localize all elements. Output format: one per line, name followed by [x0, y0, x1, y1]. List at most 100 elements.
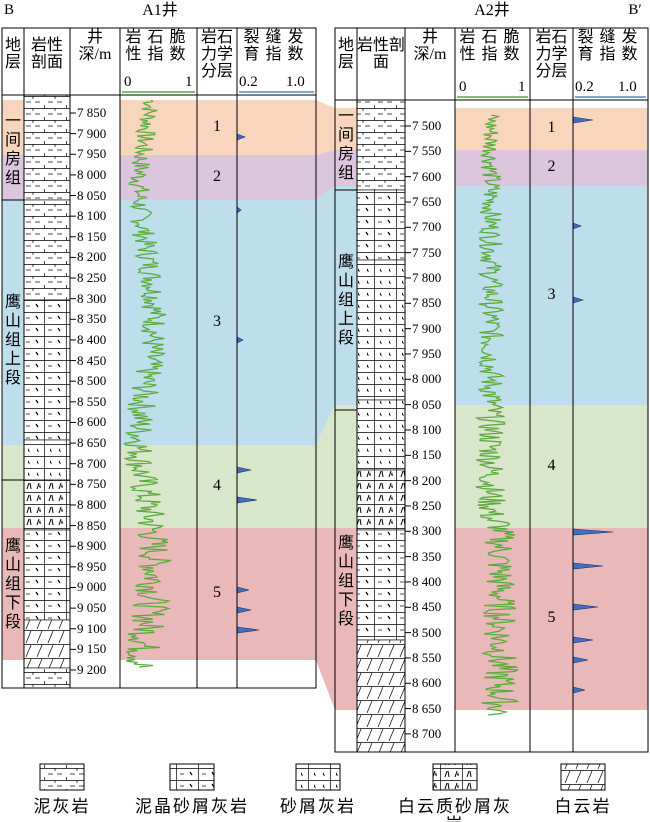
depth-tick-label: 7 950 — [77, 146, 107, 162]
lithology-unit — [356, 99, 406, 191]
mech-zone — [120, 100, 316, 155]
mech-zone — [455, 528, 648, 710]
col-header: 岩石脆性指数 — [459, 29, 526, 63]
well-name: A1井 — [142, 2, 178, 19]
scale-label: 1 — [185, 74, 193, 90]
lithology-unit — [356, 529, 406, 641]
lithology-unit — [23, 94, 71, 201]
mech-zone-strata — [2, 445, 24, 528]
layer-number: 3 — [547, 285, 556, 303]
legend-symbol — [169, 763, 215, 791]
mech-zone-strata — [335, 150, 357, 186]
depth-tick-label: 8 900 — [77, 538, 107, 554]
depth-tick-label: 9 150 — [77, 641, 107, 657]
depth-tick-label: 7 600 — [412, 168, 442, 184]
legend-label: 泥灰岩 — [33, 797, 91, 816]
depth-tick-label: 7 850 — [77, 105, 107, 120]
depth-tick-label: 8 150 — [412, 447, 442, 463]
depth-tick-label: 7 700 — [412, 219, 442, 235]
col-header: 岩性剖面 — [357, 37, 406, 71]
legend-label: 砂屑灰岩 — [280, 797, 356, 816]
layer-number: 1 — [213, 117, 221, 135]
col-header: 岩石力学分层 — [535, 29, 568, 80]
depth-tick-label: 8 000 — [77, 166, 107, 182]
scale-label: 1 — [518, 79, 526, 95]
legend-symbol — [39, 763, 85, 791]
depth-tick-label: 8 650 — [412, 700, 442, 716]
legend-symbol — [432, 763, 478, 791]
mech-zone-strata — [2, 155, 24, 200]
depth-tick-label: 8 050 — [412, 396, 442, 412]
depth-tick-label: 8 600 — [77, 414, 107, 430]
formation-label: 鹰山组下段 — [4, 537, 21, 631]
depth-tick-label: 8 500 — [412, 624, 442, 640]
col-header: 岩石脆性指数 — [125, 29, 192, 63]
depth-tick-label: 8 450 — [412, 599, 442, 615]
depth-tick-label: 8 050 — [77, 187, 107, 203]
col-header: 裂缝发育指数 — [577, 29, 644, 63]
layer-number: 2 — [547, 158, 556, 175]
depth-tick-label: 8 450 — [77, 352, 107, 368]
lithology-unit — [23, 199, 71, 301]
brittleness-curve — [123, 99, 172, 668]
layer-number: 4 — [213, 476, 221, 494]
scale-label: 0.2 — [575, 79, 594, 95]
depth-tick-label: 8 400 — [77, 331, 107, 347]
scale-label: 1.0 — [618, 79, 637, 95]
correlation-band — [316, 528, 335, 710]
lithology-unit — [356, 399, 406, 471]
depth-tick-label: 7 800 — [412, 269, 442, 285]
depth-tick-label: 7 500 — [412, 118, 442, 133]
lithology-unit — [23, 529, 71, 621]
lithology-unit — [23, 439, 71, 481]
col-header: 裂缝发育指数 — [243, 29, 310, 63]
depth-tick-label: 7 950 — [412, 345, 442, 361]
depth-tick-label: 8 100 — [412, 421, 442, 437]
well-frame — [1, 27, 317, 689]
foreground-layer — [1, 27, 649, 791]
legend-label: 泥晶砂屑灰岩 — [135, 797, 249, 816]
legend-symbol — [295, 763, 341, 791]
lithology-unit — [356, 639, 406, 753]
lithology-unit — [356, 469, 406, 531]
correlation-band — [316, 186, 335, 445]
depth-tick-label: 7 850 — [412, 295, 442, 311]
col-header: 岩性剖面 — [30, 37, 63, 71]
well-frame — [334, 27, 649, 753]
depth-tick-label: 9 050 — [77, 600, 107, 616]
depth-tick-label: 8 200 — [412, 472, 442, 488]
mech-zone-strata — [335, 405, 357, 528]
formation-label: 鹰山组上段 — [4, 293, 21, 387]
col-header: 地层 — [4, 37, 21, 71]
correlation-band — [316, 150, 335, 200]
formation-label: 一间房组 — [337, 108, 354, 182]
scale-label: 0.2 — [239, 74, 258, 90]
col-header: 井深/m — [413, 29, 447, 63]
mech-zone-strata — [2, 200, 24, 445]
depth-tick-label: 8 250 — [77, 270, 107, 286]
depth-tick-label: 8 700 — [412, 725, 442, 741]
depth-tick-label: 8 300 — [412, 523, 442, 539]
layer-number: 2 — [213, 167, 221, 185]
mech-zone-strata — [335, 108, 357, 150]
layer-number: 4 — [547, 456, 556, 474]
depth-tick-label: 8 250 — [412, 497, 442, 513]
depth-tick-label: 8 150 — [77, 228, 107, 244]
depth-tick-label: 8 850 — [77, 517, 107, 533]
scale-label: 0 — [459, 79, 467, 95]
lithology-unit — [23, 619, 71, 669]
depth-tick-label: 8 300 — [77, 290, 107, 306]
formation-label: 一间房组 — [4, 113, 21, 187]
formation-label: 鹰山组上段 — [337, 253, 354, 347]
layer-number: 5 — [213, 584, 221, 601]
depth-tick-label: 8 500 — [77, 373, 107, 389]
layer-number: 3 — [213, 312, 221, 330]
col-header: 地层 — [337, 37, 354, 71]
depth-tick-label: 8 950 — [77, 558, 107, 574]
depth-tick-label: 7 550 — [412, 143, 442, 159]
correlation-band — [316, 405, 335, 528]
depth-tick-label: 7 750 — [412, 244, 442, 260]
depth-tick-label: 8 600 — [412, 675, 442, 691]
